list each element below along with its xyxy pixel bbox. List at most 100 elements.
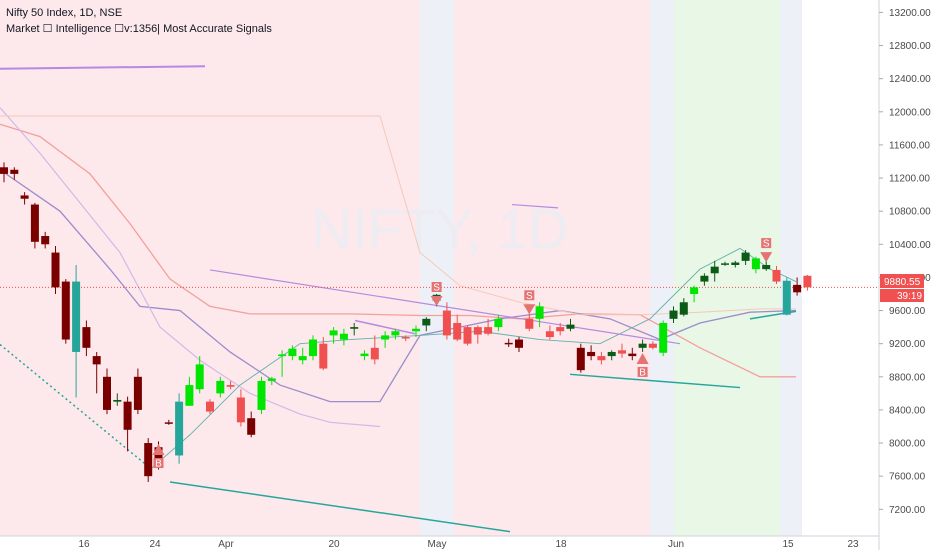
candle: [185, 385, 194, 406]
indicator-title: Market ☐ Intelligence ☐v:1356| Most Accu…: [6, 23, 272, 35]
candle: [319, 343, 328, 369]
x-tick-label: 23: [847, 539, 859, 550]
candle: [566, 324, 575, 329]
candle: [700, 275, 709, 282]
candle: [453, 322, 462, 340]
y-tick-label: 12800.00: [889, 41, 931, 52]
bear-zone: [0, 0, 420, 536]
candle: [793, 284, 802, 293]
trend-line: [209, 269, 681, 345]
candle: [638, 343, 647, 348]
bear-zone: [454, 0, 650, 536]
candle: [236, 397, 245, 423]
last-price-label: 9880.55 39:19: [880, 274, 924, 302]
candle: [329, 330, 338, 336]
candle: [556, 327, 565, 332]
sell-signal-box: [761, 238, 772, 249]
candle: [350, 327, 359, 329]
y-tick-label: 10400.00: [889, 240, 931, 251]
candle: [607, 351, 616, 357]
candle: [61, 281, 70, 340]
candle: [628, 353, 637, 357]
neutral-zone: [420, 0, 454, 536]
buy-signal-box: [153, 458, 164, 469]
neutral-zone: [780, 0, 802, 536]
candle: [370, 347, 379, 360]
candle: [679, 302, 688, 315]
candle: [92, 356, 101, 365]
neutral-zone: [650, 0, 674, 536]
candle: [710, 266, 719, 274]
candle: [587, 351, 596, 357]
buy-signal-label: B: [155, 459, 162, 470]
watermark-text: NIFTY, 1D: [311, 197, 568, 260]
candle: [442, 310, 451, 336]
candle: [762, 265, 771, 270]
trend-line: [354, 319, 416, 335]
buy-signal-label: B: [639, 367, 646, 378]
candle: [412, 328, 420, 332]
candle: [123, 401, 132, 430]
candle: [309, 339, 317, 357]
x-tick-label: 18: [555, 539, 567, 550]
x-axis: 16 24 Apr 20 May 18 Jun 15 23: [0, 535, 879, 550]
candle: [278, 354, 287, 357]
candle: [545, 331, 554, 338]
candle: [267, 378, 276, 381]
candle: [144, 443, 153, 477]
candle: [41, 236, 50, 245]
sell-signal-box: [524, 290, 535, 301]
timer-label-value: 39:19: [897, 291, 922, 302]
price-label-value: 9880.55: [884, 277, 921, 288]
buy-arrow-icon: [636, 352, 649, 364]
conversion-line: [149, 247, 797, 470]
candle: [72, 281, 81, 352]
candle: [226, 385, 235, 387]
lagging-line: [0, 107, 381, 428]
y-tick-label: 8400.00: [889, 405, 926, 416]
y-tick-label: 13200.00: [889, 8, 931, 19]
candle: [257, 380, 266, 410]
sell-arrow-icon: [760, 252, 773, 263]
sell-arrow-icon: [430, 295, 443, 306]
candle: [659, 322, 668, 353]
sell-signal-label: S: [433, 282, 440, 293]
candle: [494, 318, 503, 328]
y-tick-label: 11600.00: [889, 140, 930, 151]
candle: [648, 343, 657, 348]
sell-signal-label: S: [526, 291, 533, 302]
candle: [782, 280, 791, 315]
sell-signal-label: S: [763, 239, 770, 250]
candle: [473, 327, 482, 335]
y-tick-label: 7600.00: [889, 472, 926, 483]
y-tick-label: 12000.00: [889, 107, 931, 118]
candle: [669, 310, 678, 319]
candle: [484, 327, 493, 334]
candle: [247, 418, 256, 435]
x-tick-label: 20: [328, 539, 340, 550]
candle: [10, 169, 19, 174]
x-tick-label: 15: [782, 539, 794, 550]
y-tick-label: 11200.00: [889, 174, 930, 185]
candle: [751, 258, 760, 270]
candle: [164, 422, 173, 424]
candle: [0, 167, 8, 174]
candle: [597, 356, 606, 361]
y-tick-label: 12400.00: [889, 74, 931, 85]
candle: [103, 376, 111, 410]
y-tick-label: 9200.00: [889, 339, 926, 350]
x-tick-label: 24: [149, 539, 161, 550]
candle: [360, 353, 369, 357]
candle: [195, 364, 204, 390]
candle: [515, 339, 523, 348]
candle: [391, 331, 400, 336]
candle: [20, 195, 29, 199]
candle: [51, 252, 60, 288]
candle: [216, 380, 225, 394]
candle: [381, 335, 390, 340]
price-label-box: [880, 274, 924, 288]
candle: [525, 318, 534, 329]
candle: [401, 337, 410, 339]
